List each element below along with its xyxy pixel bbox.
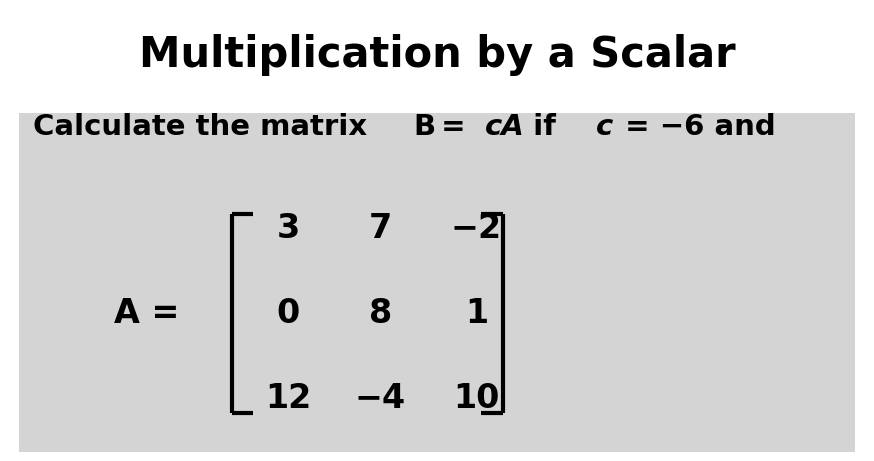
Text: Calculate the matrix: Calculate the matrix	[33, 113, 378, 141]
Text: 10: 10	[453, 382, 500, 415]
Text: −2: −2	[451, 212, 502, 245]
Text: =: =	[431, 113, 475, 141]
Text: 7: 7	[369, 212, 392, 245]
Text: −4: −4	[355, 382, 406, 415]
Text: B: B	[413, 113, 435, 141]
Text: c: c	[595, 113, 613, 141]
Text: 12: 12	[266, 382, 311, 415]
FancyBboxPatch shape	[19, 113, 855, 452]
Text: A =: A =	[114, 297, 179, 330]
Text: 3: 3	[277, 212, 300, 245]
Text: Multiplication by a Scalar: Multiplication by a Scalar	[139, 34, 735, 77]
Text: 1: 1	[465, 297, 488, 330]
Text: 8: 8	[369, 297, 392, 330]
Text: cA: cA	[485, 113, 525, 141]
Text: if: if	[524, 113, 566, 141]
Text: 0: 0	[277, 297, 300, 330]
Text: = −6 and: = −6 and	[614, 113, 775, 141]
